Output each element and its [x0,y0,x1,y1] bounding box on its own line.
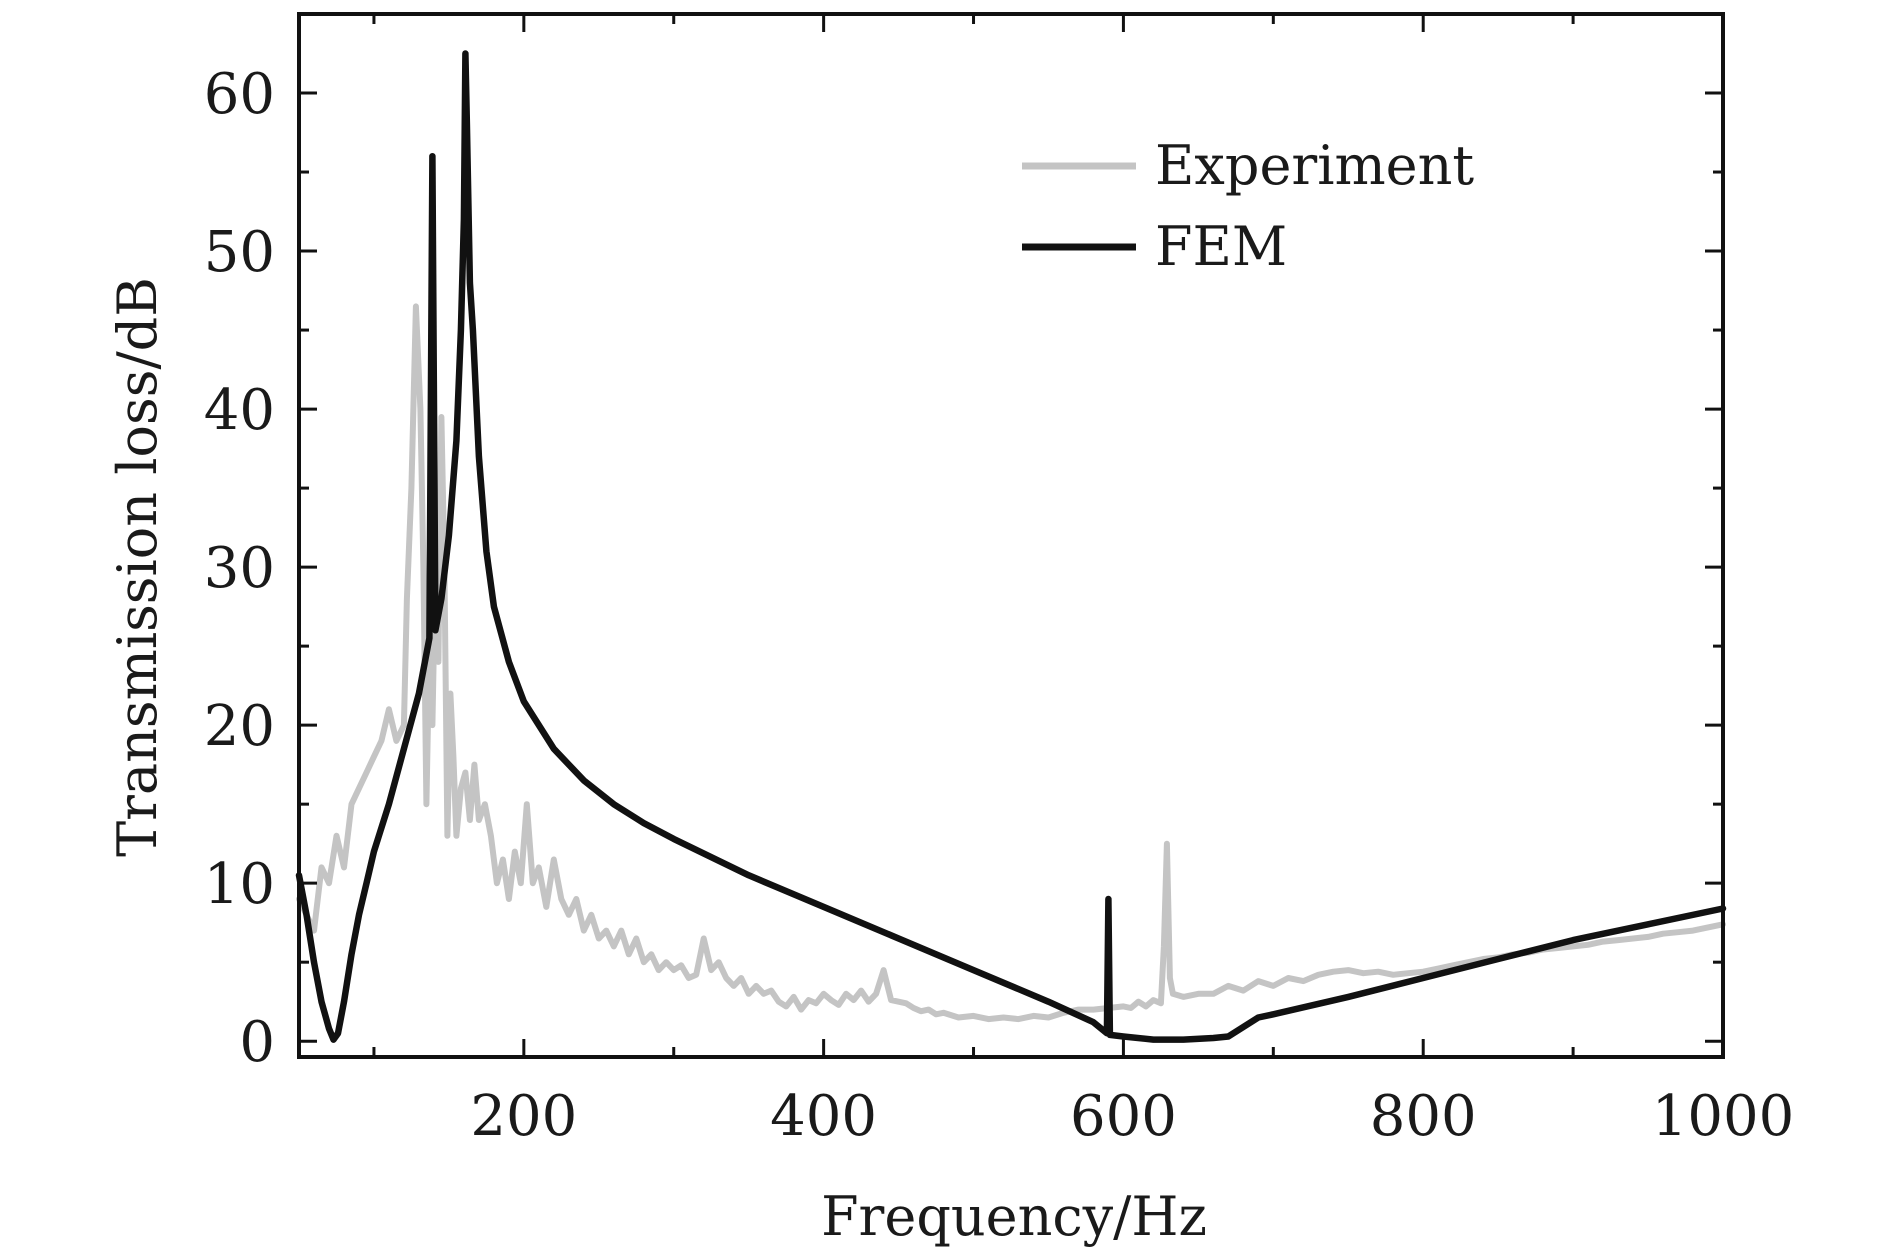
y-tick-label-60: 60 [204,62,275,127]
axes-group [297,12,1725,1059]
y-tick-label-20: 20 [204,694,275,759]
ticks-group: 200 400 600 800 1000 0 10 20 30 40 50 60 [204,14,1795,1149]
x-tick-label-1000: 1000 [1652,1084,1795,1149]
x-tick-label-800: 800 [1370,1084,1477,1149]
legend-label-fem: FEM [1155,215,1287,278]
x-tick-label-400: 400 [770,1084,877,1149]
x-tick-label-200: 200 [470,1084,577,1149]
y-tick-label-0: 0 [239,1010,275,1075]
y-tick-label-30: 30 [204,536,275,601]
y-tick-label-40: 40 [204,378,275,443]
y-tick-label-10: 10 [204,852,275,917]
y-tick-label-50: 50 [204,220,275,285]
series-group [295,50,1727,1043]
x-tick-label-600: 600 [1070,1084,1177,1149]
series-line-fem [295,50,1727,1043]
plot-frame [297,12,1725,1059]
legend-label-experiment: Experiment [1155,134,1474,197]
x-axis-title: Frequency/Hz [821,1185,1207,1248]
series-line-experiment [296,303,1726,1023]
legend: Experiment FEM [1022,134,1474,278]
y-axis-title: Transmission loss/dB [106,277,169,857]
